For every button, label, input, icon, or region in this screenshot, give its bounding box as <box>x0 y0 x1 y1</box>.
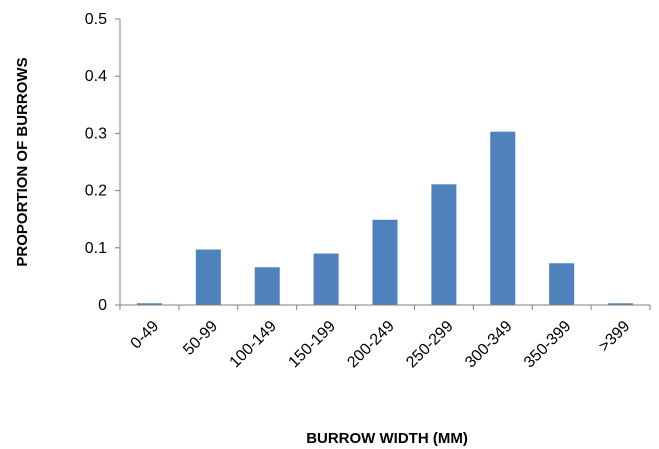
x-tick-label: 300-349 <box>462 318 516 372</box>
y-tick-label: 0.3 <box>85 125 107 142</box>
bar-8 <box>608 303 634 305</box>
x-tick-label: 0-49 <box>128 318 163 353</box>
x-tick-label: 200-249 <box>344 318 398 372</box>
bar-2 <box>254 267 280 305</box>
bars <box>136 131 634 305</box>
x-tick-label: 50-99 <box>180 318 221 359</box>
x-tick-label: 350-399 <box>521 318 575 372</box>
x-tick-label: 250-299 <box>403 318 457 372</box>
y-axis-title: PROPORTION OF BURROWS <box>14 57 31 266</box>
x-axis-ticks: 0-49 50-99 100-149 150-199 200-249 250-299 300… <box>119 305 651 372</box>
bar-5 <box>431 184 457 305</box>
x-tick-label: 150-199 <box>285 318 339 372</box>
bar-3 <box>313 253 339 305</box>
y-tick-label: 0.2 <box>85 183 107 200</box>
y-tick-label: 0.5 <box>85 11 107 28</box>
y-tick-label: 0 <box>98 297 107 314</box>
x-axis-title: BURROW WIDTH (MM) <box>306 430 468 447</box>
y-tick-label: 0.1 <box>85 240 107 257</box>
bar-4 <box>372 219 398 305</box>
bar-7 <box>549 263 575 305</box>
x-tick-label: >399 <box>596 318 634 356</box>
y-axis-ticks: 0 0.1 0.2 0.3 0.4 0.5 <box>85 11 120 314</box>
bar-0 <box>136 303 162 305</box>
x-tick-label: 100-149 <box>227 318 281 372</box>
bar-1 <box>195 249 221 305</box>
y-tick-label: 0.4 <box>85 68 107 85</box>
bar-6 <box>490 131 516 305</box>
